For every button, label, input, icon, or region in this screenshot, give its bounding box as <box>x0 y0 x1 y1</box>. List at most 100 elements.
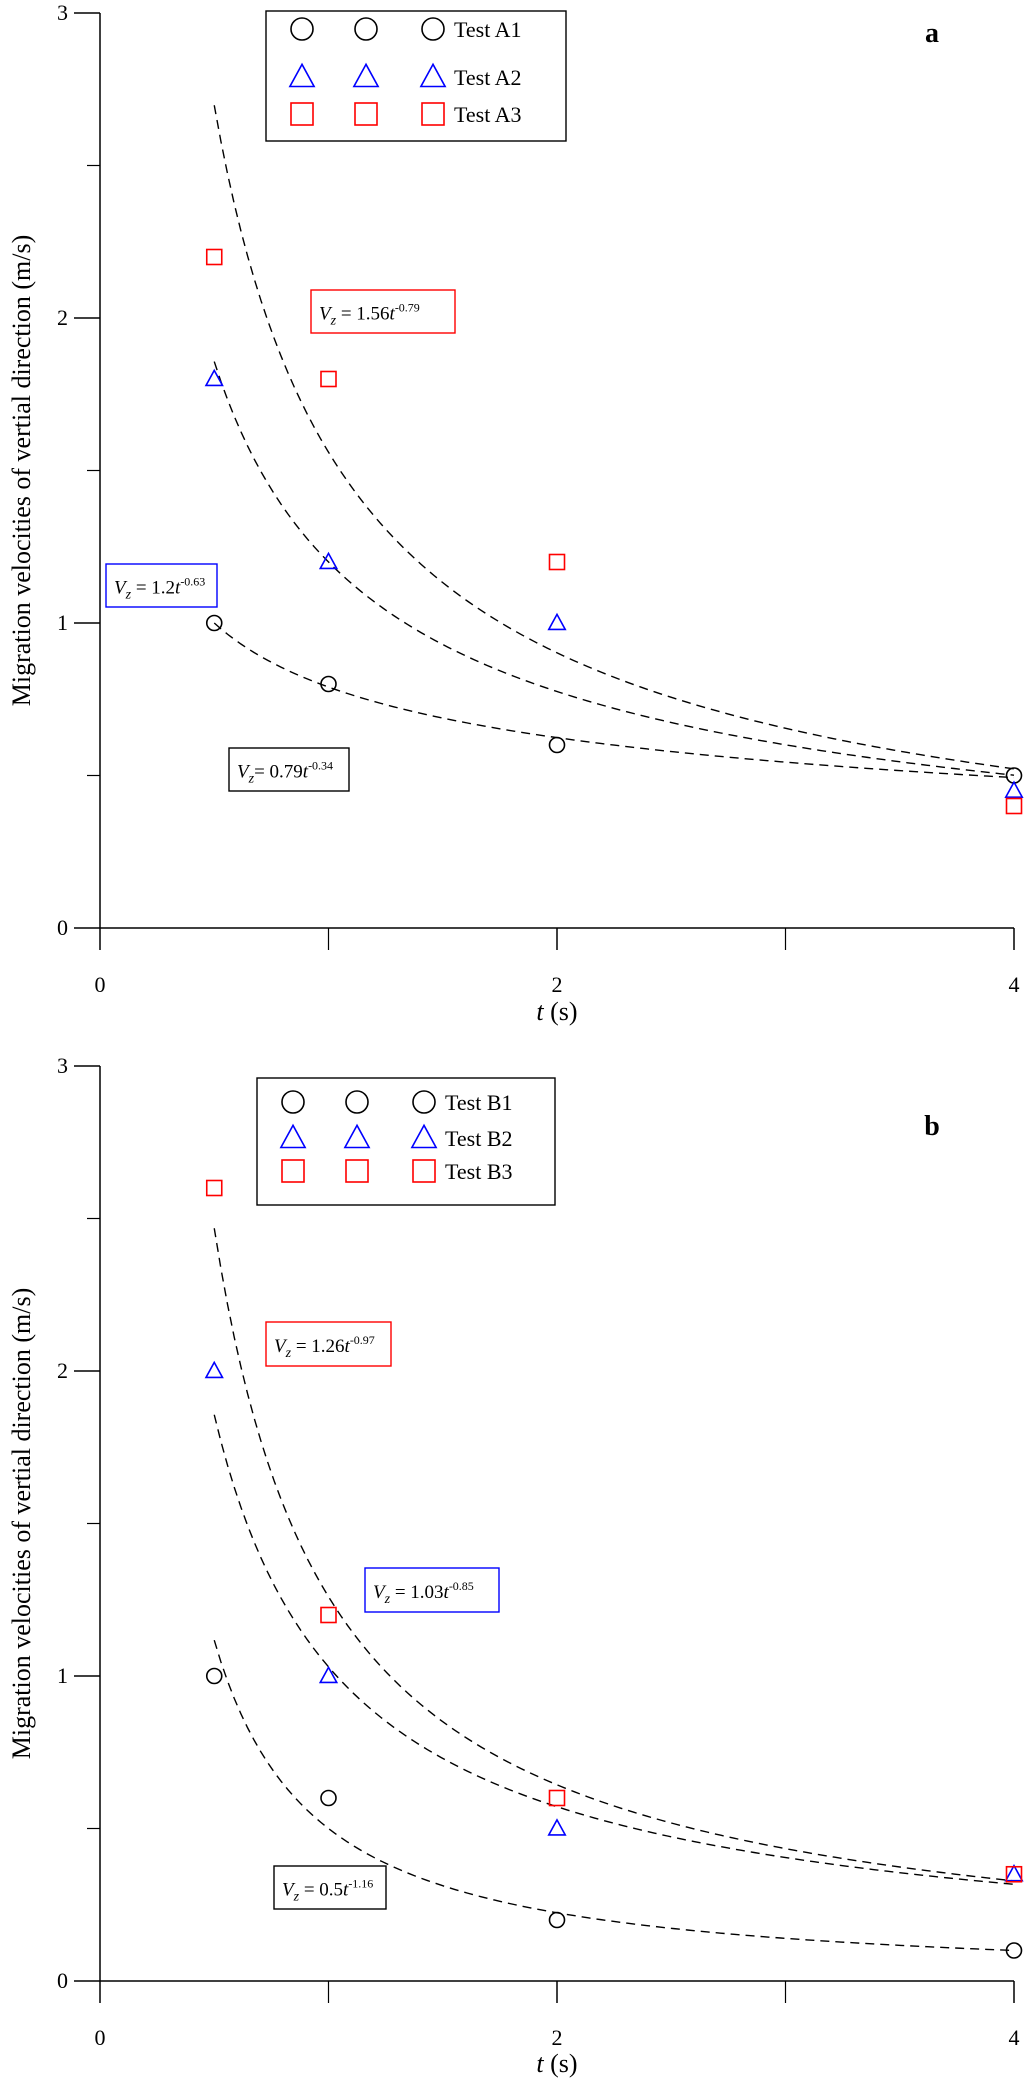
point <box>1005 797 1023 815</box>
eq-lhs: V <box>319 304 333 325</box>
y-tick-label: 2 <box>57 1358 68 1383</box>
x-axis-label: t (s) <box>536 997 577 1026</box>
point <box>1004 1863 1024 1882</box>
eq-rhs: = 1.56 <box>336 304 389 325</box>
eq-sub: z <box>330 314 337 329</box>
legend-marker <box>279 1123 307 1149</box>
legend-label: Test B1 <box>445 1090 513 1115</box>
eq-var: t <box>345 1336 351 1357</box>
x-label-unit: (s) <box>550 997 577 1026</box>
x-tick-label: 0 <box>95 972 106 997</box>
legend-marker <box>281 1090 305 1114</box>
x-tick-label: 4 <box>1009 972 1020 997</box>
legend-label: Test A2 <box>454 65 522 90</box>
legend-marker <box>352 62 380 88</box>
legend-box <box>265 10 567 142</box>
y-tick-label: 1 <box>57 1663 68 1688</box>
equation: Vz = 1.26t-0.97 <box>274 1333 375 1361</box>
legend-label: Test A1 <box>454 17 522 42</box>
x-tick-label: 2 <box>552 972 563 997</box>
eq-rhs: = 1.2 <box>131 578 175 599</box>
point <box>205 1179 223 1197</box>
point <box>204 368 224 387</box>
x-tick-label: 2 <box>552 2025 563 2050</box>
y-tick-label: 0 <box>57 915 68 940</box>
x-tick-label: 0 <box>95 2025 106 2050</box>
legend-marker <box>421 17 445 41</box>
panel-label: a <box>925 18 939 49</box>
legend-marker <box>288 62 316 88</box>
panel-label: b <box>924 1111 940 1142</box>
equation-box <box>265 1321 392 1367</box>
x-label-var: t <box>536 997 544 1026</box>
eq-sub: z <box>384 1592 391 1607</box>
point <box>205 248 223 266</box>
point <box>547 612 567 631</box>
equation: Vz= 0.79t-0.34 <box>237 759 333 787</box>
fit-curve <box>213 622 1015 779</box>
legend-box <box>256 1077 556 1206</box>
point <box>1004 780 1024 799</box>
point <box>320 370 337 388</box>
point <box>548 736 566 754</box>
y-axis-label: Migration velocities of vertial directio… <box>7 235 36 706</box>
legend-marker <box>410 1123 438 1149</box>
legend-marker <box>345 1090 369 1114</box>
eq-lhs: V <box>282 1880 296 1901</box>
eq-lhs: V <box>274 1336 288 1357</box>
eq-sup: -0.63 <box>180 575 205 589</box>
point <box>548 1911 566 1929</box>
equation-box <box>228 747 350 792</box>
fit-curve <box>213 1640 1015 1952</box>
point <box>1005 1865 1023 1883</box>
eq-rhs: = 1.26 <box>291 1336 344 1357</box>
eq-sup: -0.34 <box>308 759 333 773</box>
equation-box <box>105 563 218 608</box>
eq-sub: z <box>285 1346 292 1361</box>
legend-label: Test B3 <box>445 1159 513 1184</box>
point <box>320 1606 337 1624</box>
equation: Vz = 0.5t-1.16 <box>282 1877 373 1905</box>
eq-var: t <box>343 1880 349 1901</box>
eq-sub: z <box>293 1890 300 1905</box>
eq-lhs: V <box>373 1582 387 1603</box>
y-tick-label: 0 <box>57 1968 68 1993</box>
point <box>548 553 566 571</box>
equation: Vz = 1.56t-0.79 <box>319 301 420 329</box>
equation: Vz = 1.2t-0.63 <box>114 575 205 603</box>
point <box>548 1789 566 1807</box>
legend-marker <box>421 102 445 126</box>
point <box>318 1665 339 1684</box>
y-tick-label: 3 <box>57 1053 68 1078</box>
eq-sub: z <box>248 772 255 787</box>
equation-box <box>364 1567 500 1613</box>
point <box>318 551 339 570</box>
legend-marker <box>290 17 314 41</box>
legend-marker <box>412 1159 436 1183</box>
y-tick-label: 2 <box>57 305 68 330</box>
point <box>205 1667 223 1685</box>
fit-curve <box>213 361 1015 776</box>
y-axis-label: Migration velocities of vertial directio… <box>7 1288 36 1759</box>
point <box>320 675 337 693</box>
x-label-unit: (s) <box>550 2049 577 2078</box>
point <box>1005 1942 1023 1959</box>
equation-box <box>310 289 456 334</box>
legend-marker <box>281 1159 305 1183</box>
legend-marker <box>345 1159 369 1183</box>
legend-marker <box>419 62 447 88</box>
legend-marker <box>290 102 314 126</box>
legend-label: Test A3 <box>454 102 522 127</box>
point <box>320 1789 337 1807</box>
eq-rhs: = 1.03 <box>390 1582 443 1603</box>
legend-marker <box>354 17 378 41</box>
fit-curve <box>213 105 1015 770</box>
eq-var: t <box>175 578 181 599</box>
eq-var: t <box>390 304 396 325</box>
eq-lhs: V <box>114 578 128 599</box>
equation-box <box>273 1865 387 1910</box>
point <box>205 614 223 632</box>
point <box>547 1818 567 1836</box>
eq-sup: -0.85 <box>449 1579 474 1593</box>
y-tick-label: 1 <box>57 610 68 635</box>
